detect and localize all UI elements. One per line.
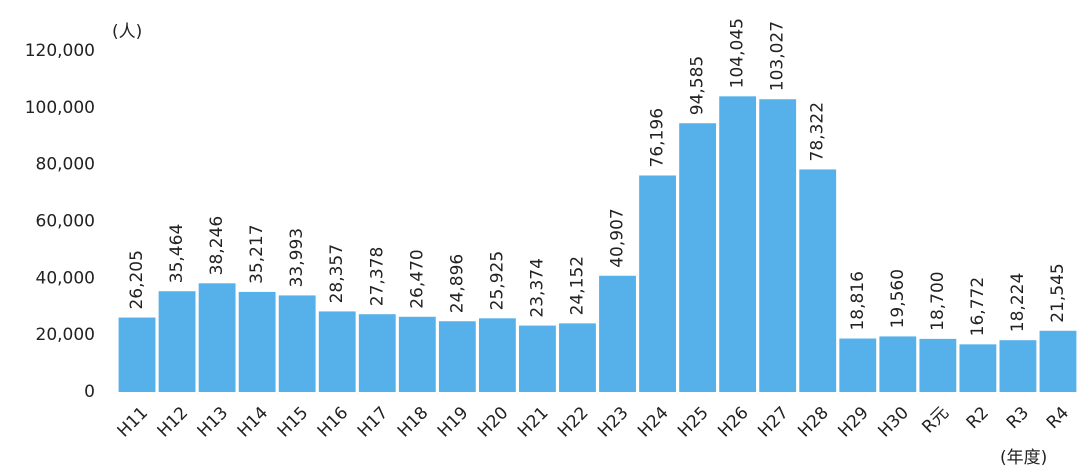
bar (238, 291, 276, 392)
bar (879, 336, 917, 392)
bar (398, 316, 436, 392)
x-tick-label: H25 (674, 403, 712, 441)
x-tick-label: H22 (554, 403, 592, 441)
data-label: 18,700 (928, 271, 948, 330)
data-label: 27,378 (367, 247, 387, 306)
x-tick-label: H29 (834, 403, 872, 441)
bar (198, 283, 236, 392)
bar (559, 323, 596, 392)
bar (599, 275, 636, 392)
data-label: 19,560 (888, 269, 908, 328)
bar (719, 96, 757, 392)
y-tick-label: 20,000 (36, 325, 95, 345)
x-tick-label: H21 (514, 403, 552, 441)
bar (839, 338, 877, 392)
data-label: 103,027 (768, 21, 788, 91)
bar (799, 169, 837, 392)
data-label: 76,196 (648, 108, 668, 167)
x-tick-label: H24 (634, 403, 672, 441)
data-label: 35,217 (247, 224, 267, 283)
data-label: 26,205 (127, 250, 147, 309)
x-tick-label: R2 (963, 403, 993, 433)
x-tick-label: H15 (274, 403, 312, 441)
y-tick-label: 100,000 (25, 98, 95, 118)
data-label: 40,907 (608, 208, 628, 267)
y-tick-label: 0 (84, 382, 95, 402)
x-tick-label: R4 (1043, 403, 1073, 433)
y-tick-label: 60,000 (36, 212, 95, 232)
x-tick-label: H23 (594, 403, 632, 441)
data-label: 16,772 (968, 277, 988, 336)
data-label: 35,464 (167, 224, 187, 283)
data-label: 23,374 (527, 258, 547, 317)
bar (158, 291, 196, 392)
data-label: 78,322 (808, 102, 828, 161)
bar (438, 321, 476, 392)
data-label: 26,470 (407, 249, 427, 308)
data-label: 24,896 (447, 254, 467, 313)
x-tick-label: H27 (754, 403, 792, 441)
x-tick-label: H18 (394, 403, 432, 441)
data-label: 25,925 (487, 251, 507, 310)
y-tick-label: 40,000 (36, 268, 95, 288)
x-tick-label: H11 (114, 403, 152, 441)
bar (959, 344, 997, 392)
data-label: 18,816 (848, 271, 868, 330)
x-tick-label: R3 (1003, 403, 1033, 433)
bar (519, 325, 556, 392)
bar (639, 175, 676, 392)
x-tick-label: H12 (154, 403, 192, 441)
x-axis-label: (年度) (1000, 448, 1047, 467)
bar (679, 123, 717, 393)
bar (358, 314, 396, 392)
x-tick-label: H20 (474, 403, 512, 441)
bar (318, 311, 356, 392)
bar (999, 340, 1037, 392)
bar (1039, 330, 1077, 392)
x-tick-label: H19 (434, 403, 472, 441)
data-label: 104,045 (728, 18, 748, 88)
x-tick-label: H30 (874, 403, 912, 441)
data-label: 24,152 (567, 256, 587, 315)
x-tick-label: H16 (314, 403, 352, 441)
y-tick-label: 80,000 (36, 155, 95, 175)
bar (759, 99, 797, 393)
data-label: 38,246 (207, 216, 227, 275)
data-label: 94,585 (688, 56, 708, 115)
data-label: 18,224 (1008, 273, 1028, 332)
x-tick-label: H14 (234, 403, 272, 441)
y-tick-label: 120,000 (25, 41, 95, 61)
x-tick-label: H13 (194, 403, 232, 441)
bar (478, 318, 516, 392)
data-label: 21,545 (1048, 263, 1068, 322)
data-label: 33,993 (287, 228, 307, 287)
bar (278, 295, 316, 392)
bar (118, 317, 156, 392)
x-tick-label: R元 (918, 403, 953, 438)
x-tick-label: H26 (714, 403, 752, 441)
y-axis-label: (人) (112, 22, 142, 42)
bar (919, 338, 957, 392)
x-tick-label: H17 (354, 403, 392, 441)
data-label: 28,357 (327, 244, 347, 303)
x-tick-label: H28 (794, 403, 832, 441)
